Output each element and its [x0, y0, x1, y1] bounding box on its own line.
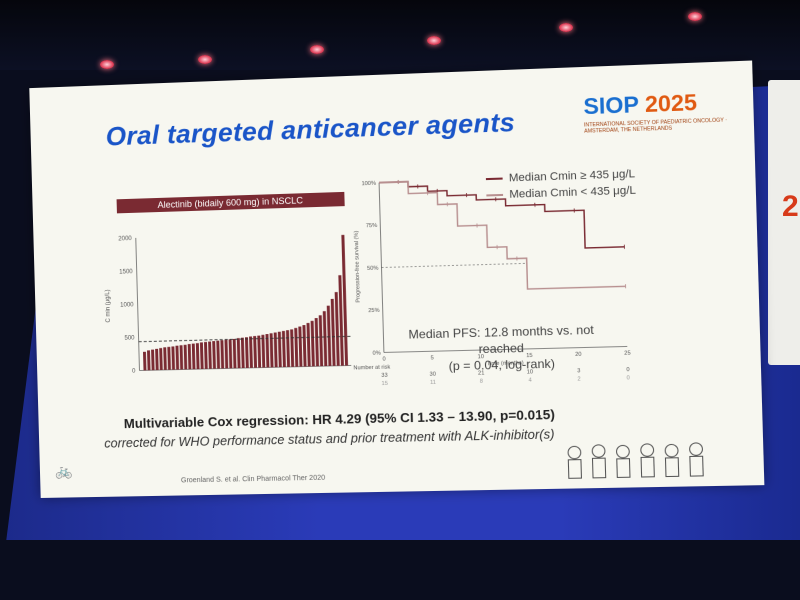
bar-mark — [257, 336, 261, 368]
bar-mark — [171, 346, 175, 369]
at-risk-value-a: 0 — [626, 367, 629, 373]
at-risk-label: Number at risk — [353, 364, 390, 371]
bar-mark — [290, 329, 294, 366]
bar-mark — [237, 338, 241, 368]
bar-mark — [212, 341, 216, 369]
bar-tick-label: 2000 — [118, 236, 132, 242]
slide-title: Oral targeted anticancer agents — [105, 106, 515, 152]
at-risk-value-b: 4 — [528, 378, 531, 384]
legend-high: Median C — [509, 171, 559, 185]
bar-tick-label: 0 — [132, 369, 136, 375]
threshold-line — [139, 336, 351, 341]
bar-mark — [163, 347, 167, 370]
bar-mark — [147, 350, 150, 370]
bar-mark — [307, 323, 311, 367]
presentation-slide: Oral targeted anticancer agents SIOP 202… — [29, 60, 764, 497]
bicycle-icon: 🚲 — [55, 462, 73, 479]
bar-mark — [204, 342, 208, 369]
ceiling — [0, 0, 800, 70]
bar-mark — [323, 311, 328, 366]
bar-mark — [216, 341, 220, 369]
km-y-tick-label: 25% — [368, 308, 380, 314]
bar-mark — [200, 342, 204, 369]
km-x-tick-label: 0 — [382, 356, 385, 362]
km-y-tick-label: 75% — [366, 223, 378, 229]
bar-mark — [184, 345, 188, 370]
at-risk-value-a: 33 — [381, 373, 387, 379]
side-slide-panel: 2 — [768, 80, 800, 365]
bar-mark — [286, 330, 290, 367]
bar-mark — [224, 340, 228, 369]
bar-tick-label: 1000 — [120, 302, 134, 308]
cmin-bar-chart: 2000 1500 1000 500 0 C min (μg/L) — [93, 223, 362, 382]
bar-mark — [245, 337, 249, 368]
bar-mark — [192, 344, 196, 370]
bar-mark — [155, 349, 159, 370]
siop-logo: SIOP 2025 INTERNATIONAL SOCIETY OF PAEDI… — [583, 88, 738, 145]
at-risk-value-b: 11 — [430, 380, 436, 386]
children-drawing — [562, 439, 722, 483]
ceiling-light — [559, 23, 573, 32]
km-y-tick-label: 0% — [373, 350, 381, 356]
bar-mark — [208, 341, 212, 368]
bar-mark — [167, 347, 171, 370]
median-line — [381, 263, 526, 267]
bar-y-axis-label: C min (μg/L) — [105, 289, 112, 322]
bar-mark — [151, 350, 155, 371]
bar-x-axis — [139, 365, 351, 370]
ceiling-light — [198, 55, 212, 64]
bar-mark — [143, 352, 146, 371]
ceiling-light — [688, 12, 702, 21]
bar-mark — [261, 335, 265, 368]
bar-mark — [196, 343, 200, 369]
bar-mark — [298, 326, 302, 366]
bar-mark — [319, 315, 323, 366]
bar-mark — [241, 338, 245, 368]
bar-tick-label: 500 — [124, 335, 135, 341]
correction-text: corrected for WHO performance status and… — [104, 427, 555, 450]
citation: Groenland S. et al. Clin Pharmacol Ther … — [181, 475, 325, 485]
bar-mark — [159, 348, 163, 370]
at-risk-value-b: 2 — [577, 376, 580, 382]
km-y-axis-label: Progression-free survival (%) — [354, 230, 362, 302]
legend-low: Median C — [509, 187, 559, 201]
bar-mark — [274, 332, 278, 367]
study-badge: Alectinib (bidaily 600 mg) in NSCLC — [117, 192, 345, 213]
bar-mark — [282, 331, 286, 367]
bar-y-axis — [136, 238, 140, 371]
bar-mark — [278, 332, 282, 367]
ceiling-light — [427, 36, 441, 45]
cox-regression-text: Multivariable Cox regression: HR 4.29 (9… — [124, 407, 555, 431]
km-y-tick-label: 100% — [361, 181, 376, 188]
bar-mark — [175, 346, 179, 370]
at-risk-value-b: 0 — [626, 375, 629, 381]
bar-mark — [249, 336, 253, 367]
bar-tick-label: 1500 — [119, 269, 133, 275]
km-y-tick-label: 50% — [367, 266, 379, 272]
at-risk-value-b: 15 — [382, 381, 388, 387]
ceiling-light — [100, 60, 114, 69]
bar-mark — [180, 345, 184, 369]
pfs-annotation: Median PFS: 12.8 months vs. not reached … — [397, 321, 607, 375]
bar-mark — [302, 325, 306, 367]
bar-mark — [294, 328, 298, 367]
bar-mark — [220, 340, 224, 368]
bar-mark — [233, 339, 237, 368]
bar-mark — [311, 321, 315, 367]
km-x-tick-label: 25 — [624, 350, 631, 356]
bar-mark — [253, 336, 257, 368]
ceiling-light — [310, 45, 324, 54]
at-risk-value-b: 8 — [480, 379, 483, 385]
km-legend: Median Cmin ≥ 435 μg/L Median Cmin < 435… — [486, 166, 636, 204]
bar-mark — [229, 339, 233, 368]
bar-mark — [265, 334, 269, 367]
bar-mark — [188, 344, 192, 369]
bar-mark — [315, 318, 319, 366]
